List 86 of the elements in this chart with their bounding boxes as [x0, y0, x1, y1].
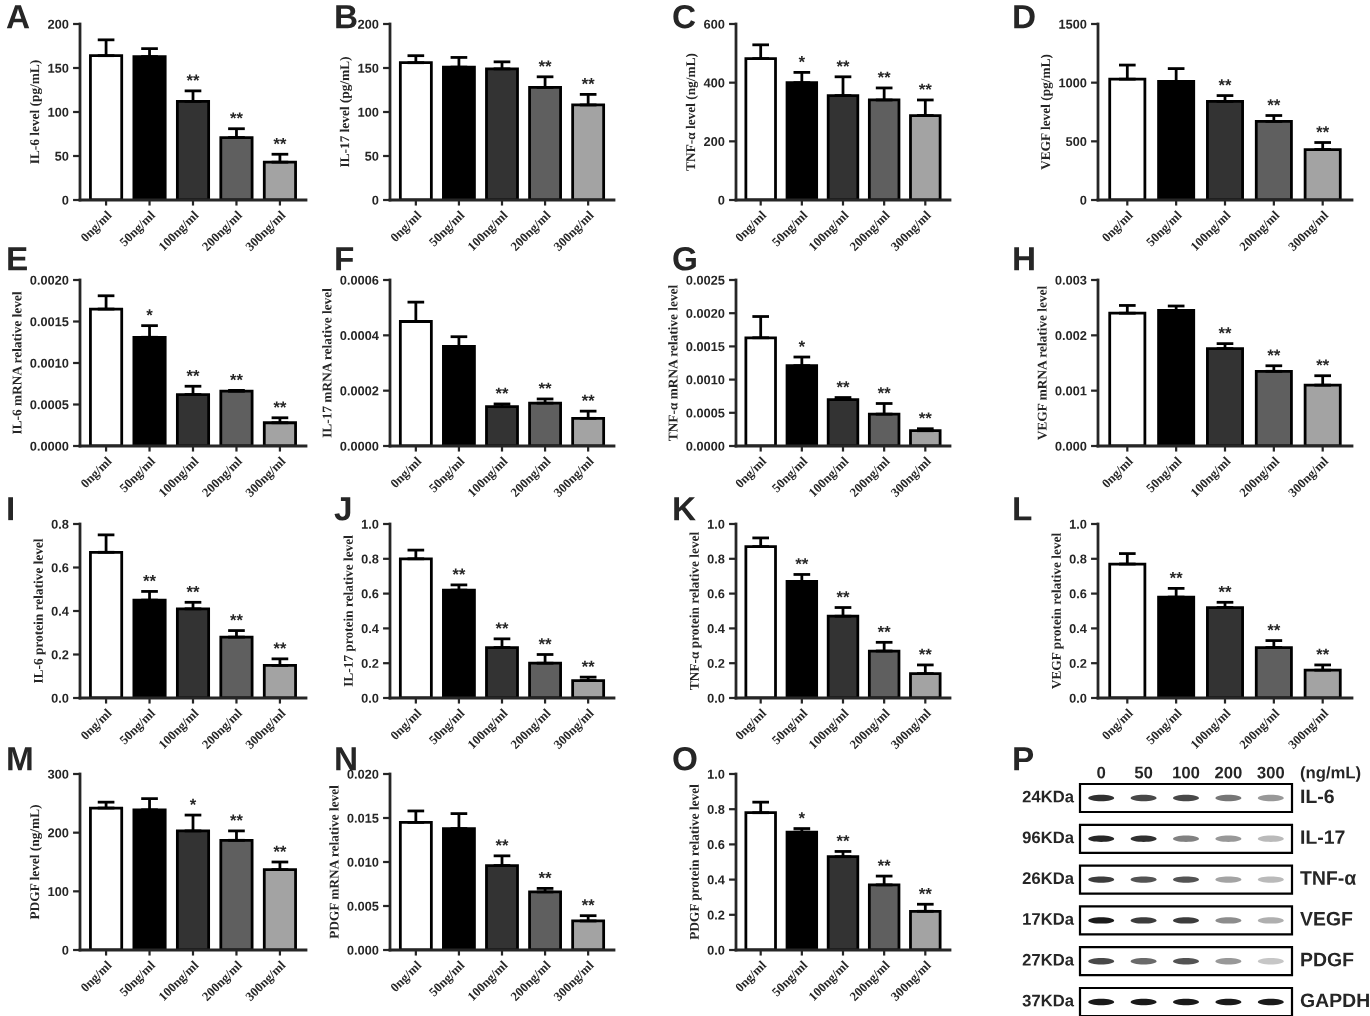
annotation: **: [836, 591, 850, 598]
annotation: **: [581, 78, 595, 85]
text: P: [1014, 747, 1034, 771]
annotation: **: [1267, 349, 1281, 356]
text: (ng/mL): [1300, 766, 1361, 782]
annotation: **: [1267, 99, 1281, 106]
annotation: **: [1316, 126, 1330, 133]
chart-title: J: [334, 497, 351, 521]
chart-title: B: [336, 5, 357, 29]
annotation: **: [230, 814, 243, 821]
annotation: **: [1267, 624, 1281, 631]
annotation: **: [877, 387, 891, 394]
annotation: **: [918, 412, 932, 419]
annotation: **: [273, 137, 287, 145]
chart-title: D: [1014, 5, 1035, 29]
annotation: **: [1218, 79, 1232, 86]
chart-title: O: [673, 746, 697, 771]
annotation: **: [452, 568, 466, 575]
annotation: **: [918, 648, 932, 655]
annotation: **: [1316, 359, 1330, 366]
annotation: **: [1218, 327, 1232, 334]
chart-title: L: [1014, 497, 1032, 521]
chart-title: H: [1014, 247, 1034, 271]
annotation: **: [143, 575, 157, 582]
annotation: **: [273, 401, 287, 408]
annotation: **: [495, 839, 509, 846]
annotation: **: [836, 835, 850, 842]
category-label: 37KDa: [1022, 994, 1075, 1007]
annotation: **: [273, 642, 287, 649]
annotation: **: [273, 845, 287, 852]
annotation: **: [1169, 572, 1183, 579]
category-label: IL-17: [1301, 830, 1345, 844]
category-label: IL-6: [1301, 789, 1334, 804]
annotation: **: [538, 638, 552, 645]
category-label: 96KDa: [1022, 831, 1075, 844]
category-label: 100: [1173, 766, 1200, 779]
annotation: *: [798, 56, 806, 63]
annotation: **: [918, 887, 932, 895]
annotation: **: [230, 112, 243, 119]
annotation: **: [538, 382, 552, 389]
category-label: 26KDa: [1022, 872, 1075, 885]
annotation: *: [798, 340, 806, 347]
annotation: **: [1218, 585, 1232, 593]
annotation: **: [538, 60, 552, 67]
annotation: *: [798, 812, 806, 819]
category-label: 27KDa: [1022, 953, 1075, 966]
annotation: **: [230, 614, 243, 621]
category-label: GAPDH: [1300, 993, 1369, 1008]
annotation: **: [795, 558, 809, 565]
annotation: **: [581, 660, 595, 668]
category-label: 200: [1215, 766, 1242, 779]
category-label: VEGF: [1300, 911, 1353, 926]
annotation: **: [877, 626, 891, 633]
category-label: 0: [1097, 766, 1106, 779]
chart-title: G: [673, 246, 696, 271]
chart-title: E: [8, 247, 27, 271]
annotation: **: [918, 83, 932, 90]
annotation: **: [836, 381, 850, 388]
annotation: **: [836, 60, 850, 67]
annotation: **: [230, 374, 243, 381]
annotation: **: [581, 899, 595, 906]
chart-title: A: [6, 5, 30, 29]
annotation: **: [581, 394, 595, 402]
chart-title: K: [674, 497, 696, 521]
chart-title: F: [336, 247, 354, 271]
chart-title: C: [673, 4, 696, 29]
chart-title: M: [8, 747, 32, 771]
annotation: **: [495, 387, 509, 394]
annotation: *: [146, 309, 153, 316]
annotation: **: [186, 74, 200, 81]
annotation: **: [877, 71, 891, 78]
chart-title: N: [336, 747, 356, 771]
category-label: 17KDa: [1023, 913, 1075, 925]
annotation: **: [495, 622, 509, 629]
category-label: 300: [1257, 766, 1285, 779]
annotation: *: [189, 798, 197, 805]
annotation: **: [1316, 648, 1330, 655]
annotation: **: [877, 859, 891, 866]
chart-title: I: [8, 497, 14, 521]
annotation: **: [186, 585, 200, 593]
category-label: 50: [1134, 766, 1153, 779]
category-label: 24KDa: [1022, 790, 1075, 803]
category-label: TNF-α: [1300, 871, 1357, 885]
annotation: **: [186, 369, 200, 377]
category-label: PDGF: [1301, 952, 1354, 967]
annotation: **: [538, 872, 552, 879]
